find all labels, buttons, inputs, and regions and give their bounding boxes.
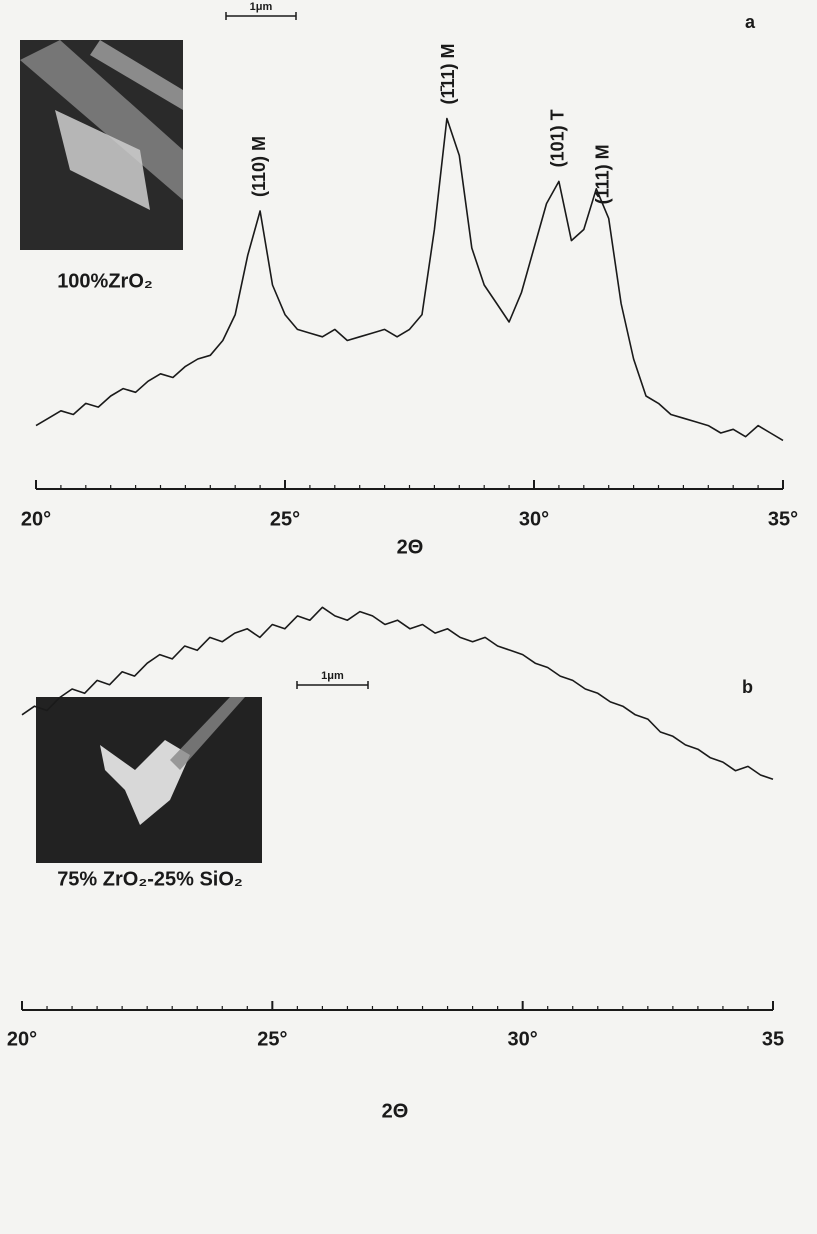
x-axis-label: 2Θ <box>382 1100 409 1122</box>
x-tick-label: 30° <box>508 1028 538 1050</box>
charts: 20° 25° 30° 35° 2Θ a 1μm 100%ZrO₂ (110) M (1̄11) … <box>7 1 798 1122</box>
xrd-trace <box>35 117 784 442</box>
x-tick-label: 20° <box>7 1028 37 1050</box>
scale-bar-label: 1μm <box>250 1 273 13</box>
x-tick-label: 25° <box>257 1028 287 1050</box>
x-tick-label: 25° <box>270 508 300 530</box>
x-tick-label: 20° <box>21 508 51 530</box>
xrd-trace <box>21 606 774 781</box>
peak-label: (101) T <box>548 109 568 167</box>
panel-label: a <box>745 12 756 32</box>
peak-label: (110) M <box>249 136 269 197</box>
panel-label: b <box>742 677 753 697</box>
peak-label: (111) M <box>592 144 612 204</box>
scale-bar-label: 1μm <box>321 670 344 682</box>
x-tick-label: 30° <box>519 508 549 530</box>
x-axis-label: 2Θ <box>397 536 424 558</box>
inset-photo-b <box>36 697 262 863</box>
inset-label: 75% ZrO₂-25% SiO₂ <box>57 868 243 890</box>
x-tick-label: 35° <box>768 508 798 530</box>
x-tick-label: 35 <box>762 1028 784 1050</box>
inset-label: 100%ZrO₂ <box>57 270 153 292</box>
inset-photo-a <box>20 40 183 250</box>
peak-label: (1̄11) M <box>438 43 458 104</box>
